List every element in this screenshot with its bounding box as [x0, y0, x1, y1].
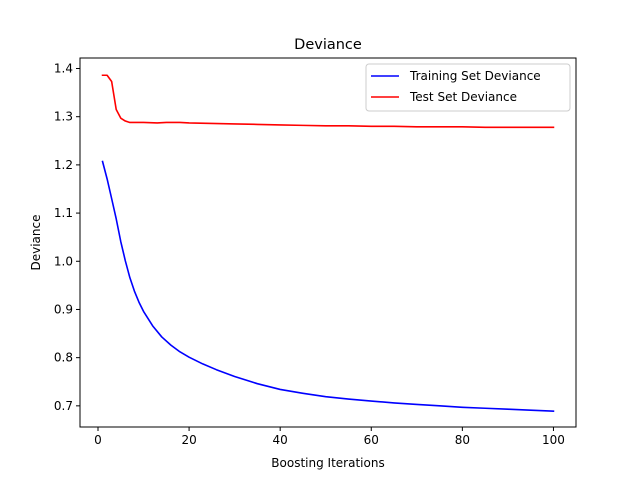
x-tick-label: 60 [364, 433, 379, 447]
chart-title: Deviance [294, 37, 362, 53]
x-axis-title: Boosting Iterations [271, 456, 384, 470]
plot-area-frame [79, 57, 577, 428]
x-axis-ticks: 0 20 40 60 80 100 [94, 427, 565, 447]
x-tick-label: 100 [542, 433, 565, 447]
series-layer [101, 74, 555, 412]
legend-box [365, 63, 571, 112]
y-axis-title: Deviance [29, 215, 43, 271]
y-tick-label: 0.7 [54, 399, 73, 413]
y-tick-label: 1.3 [54, 110, 73, 124]
y-tick-label: 1.0 [54, 254, 73, 268]
legend-label-training: Training Set Deviance [409, 69, 541, 83]
y-axis-ticks: 0.7 0.8 0.9 1.0 1.1 1.2 1.3 1.4 [54, 62, 80, 413]
y-tick-label: 1.1 [54, 206, 73, 220]
legend-label-test: Test Set Deviance [409, 90, 517, 104]
y-tick-label: 0.8 [54, 351, 73, 365]
test-deviance-line [101, 74, 555, 129]
x-tick-label: 80 [455, 433, 470, 447]
y-tick-label: 1.2 [54, 158, 73, 172]
x-tick-label: 20 [181, 433, 196, 447]
training-deviance-line [101, 160, 555, 412]
x-tick-label: 0 [94, 433, 102, 447]
x-tick-label: 40 [273, 433, 288, 447]
y-tick-label: 0.9 [54, 302, 73, 316]
y-tick-label: 1.4 [54, 62, 73, 76]
legend: Training Set Deviance Test Set Deviance [365, 63, 571, 112]
